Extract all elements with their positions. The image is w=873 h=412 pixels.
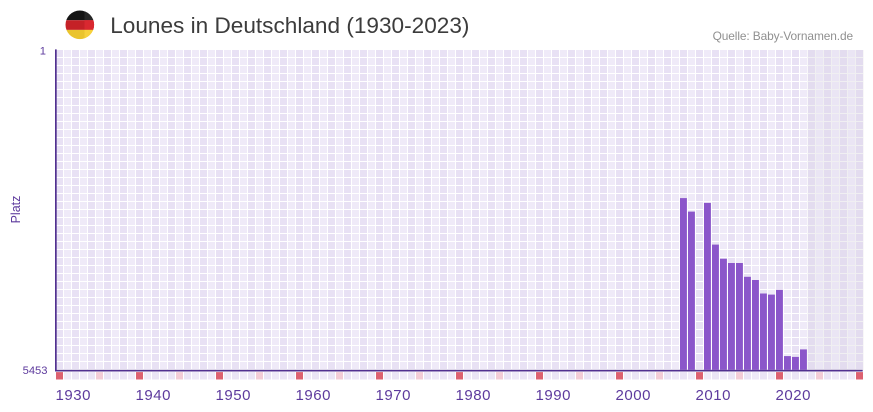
svg-text:2000: 2000 [616,387,652,404]
svg-text:1930: 1930 [56,387,92,404]
svg-text:1970: 1970 [376,387,412,404]
svg-text:1960: 1960 [296,387,332,404]
svg-text:1950: 1950 [216,387,252,404]
svg-text:Quelle: Baby-Vornamen.de: Quelle: Baby-Vornamen.de [713,29,854,43]
svg-text:Platz: Platz [9,196,23,224]
svg-text:1: 1 [40,46,46,58]
svg-text:1940: 1940 [136,387,172,404]
svg-text:2010: 2010 [696,387,732,404]
svg-text:5453: 5453 [23,365,48,377]
svg-text:Lounes in Deutschland (1930-20: Lounes in Deutschland (1930-2023) [110,13,469,38]
svg-text:2020: 2020 [776,387,812,404]
svg-text:1990: 1990 [536,387,572,404]
svg-text:1980: 1980 [456,387,492,404]
